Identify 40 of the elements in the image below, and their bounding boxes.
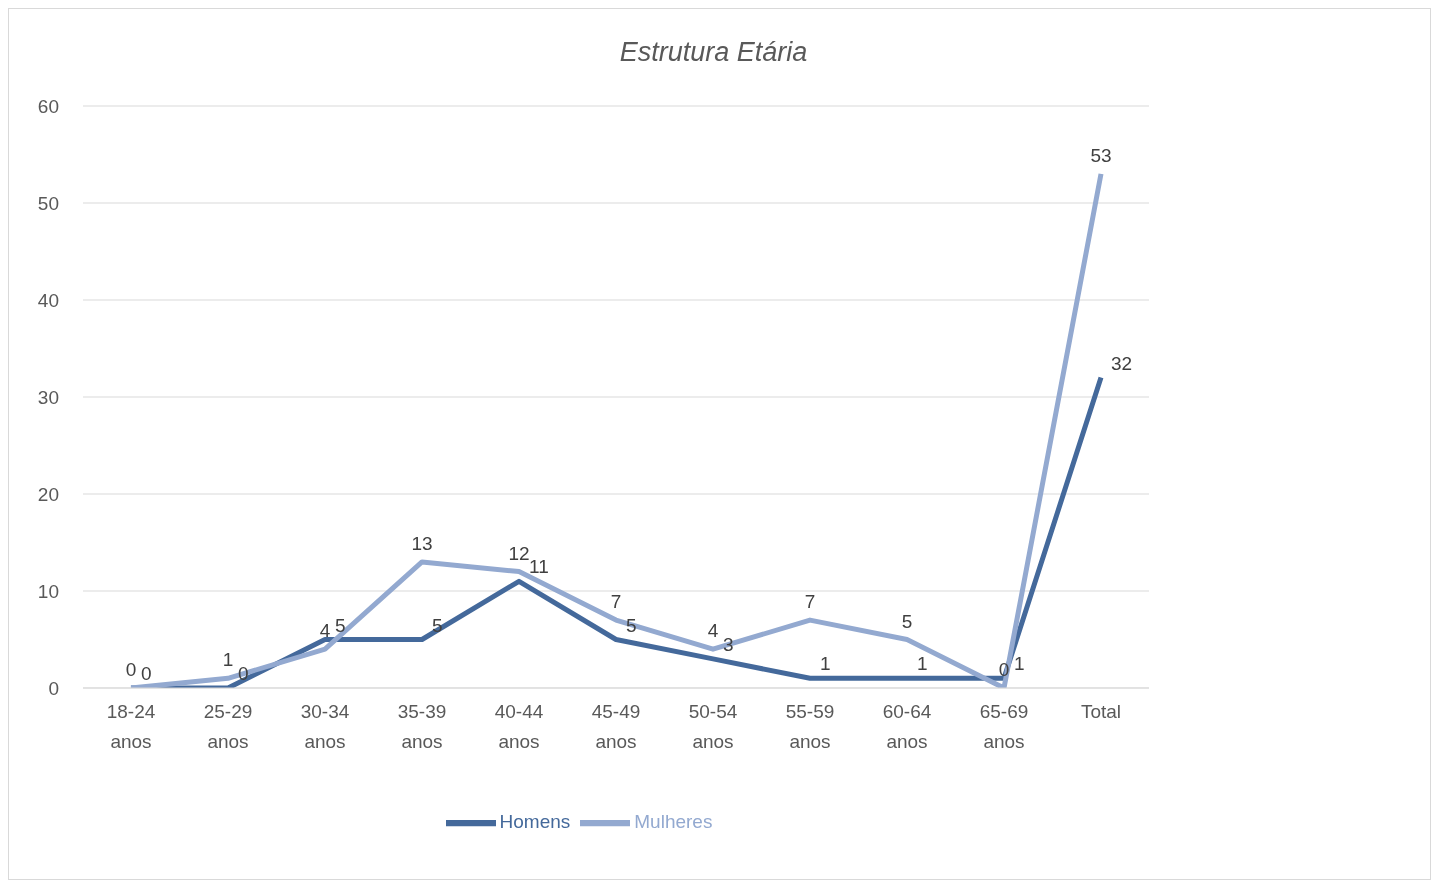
x-tick-label: 55-59 anos [785,701,835,752]
data-label: 1 [820,653,831,675]
x-tick-label: 60-64 anos [882,701,932,752]
x-tick-label: 25-29 anos [203,701,253,752]
x-tick-label: 30-34 anos [300,701,350,752]
data-label: 53 [1090,144,1112,166]
x-tick-label: Total [1080,701,1122,722]
y-tick-label: 50 [37,192,59,214]
data-label: 1 [917,653,928,675]
data-label: 12 [508,542,530,564]
x-tick-label: 65-69 anos [979,701,1029,752]
data-label: 1 [1014,653,1025,675]
data-label: 1 [222,649,234,671]
data-label: 5 [335,614,346,636]
x-tick-label: 18-24 anos [106,701,156,752]
data-label: 3 [723,633,734,655]
data-label: 4 [319,620,331,642]
data-label: 13 [411,532,433,554]
y-tick-label: 0 [48,677,59,699]
y-tick-label: 40 [37,289,59,311]
x-tick-label: 40-44 anos [494,701,544,752]
data-label: 11 [529,556,549,578]
data-label: 5 [626,614,637,636]
x-tick-label: 35-39 anos [397,701,447,752]
x-tick-label: 50-54 anos [688,701,738,752]
x-tick-label: 45-49 anos [591,701,641,752]
legend-label: Homens [499,811,571,833]
data-label: 7 [610,591,622,613]
y-tick-label: 60 [37,95,59,117]
y-tick-label: 10 [37,580,59,602]
data-label: 7 [804,591,816,613]
y-tick-label: 30 [37,386,59,408]
y-tick-label: 20 [37,483,59,505]
legend-label: Mulheres [634,811,713,833]
data-label: 5 [901,610,913,632]
data-label: 4 [707,620,719,642]
chart-title: Estrutura Etária [618,36,809,68]
data-label: 32 [1111,352,1133,374]
data-label: 0 [141,663,152,684]
data-label: 0 [125,659,137,680]
